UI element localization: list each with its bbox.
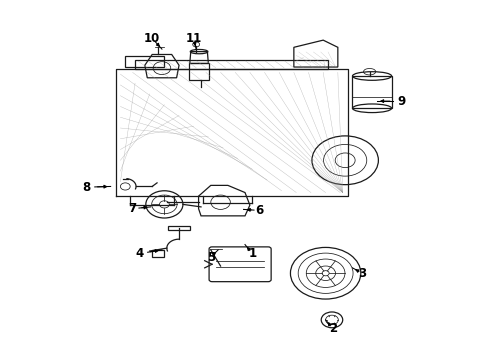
Text: 5: 5 bbox=[207, 251, 215, 264]
Text: 9: 9 bbox=[397, 95, 406, 108]
Text: 2: 2 bbox=[329, 322, 337, 335]
Text: 10: 10 bbox=[144, 32, 160, 45]
Text: 1: 1 bbox=[248, 247, 256, 260]
Text: 3: 3 bbox=[358, 267, 367, 280]
Text: 11: 11 bbox=[186, 32, 202, 45]
Text: 4: 4 bbox=[136, 247, 144, 260]
Text: 8: 8 bbox=[82, 181, 90, 194]
Text: 6: 6 bbox=[255, 204, 264, 217]
Text: 7: 7 bbox=[128, 202, 137, 215]
